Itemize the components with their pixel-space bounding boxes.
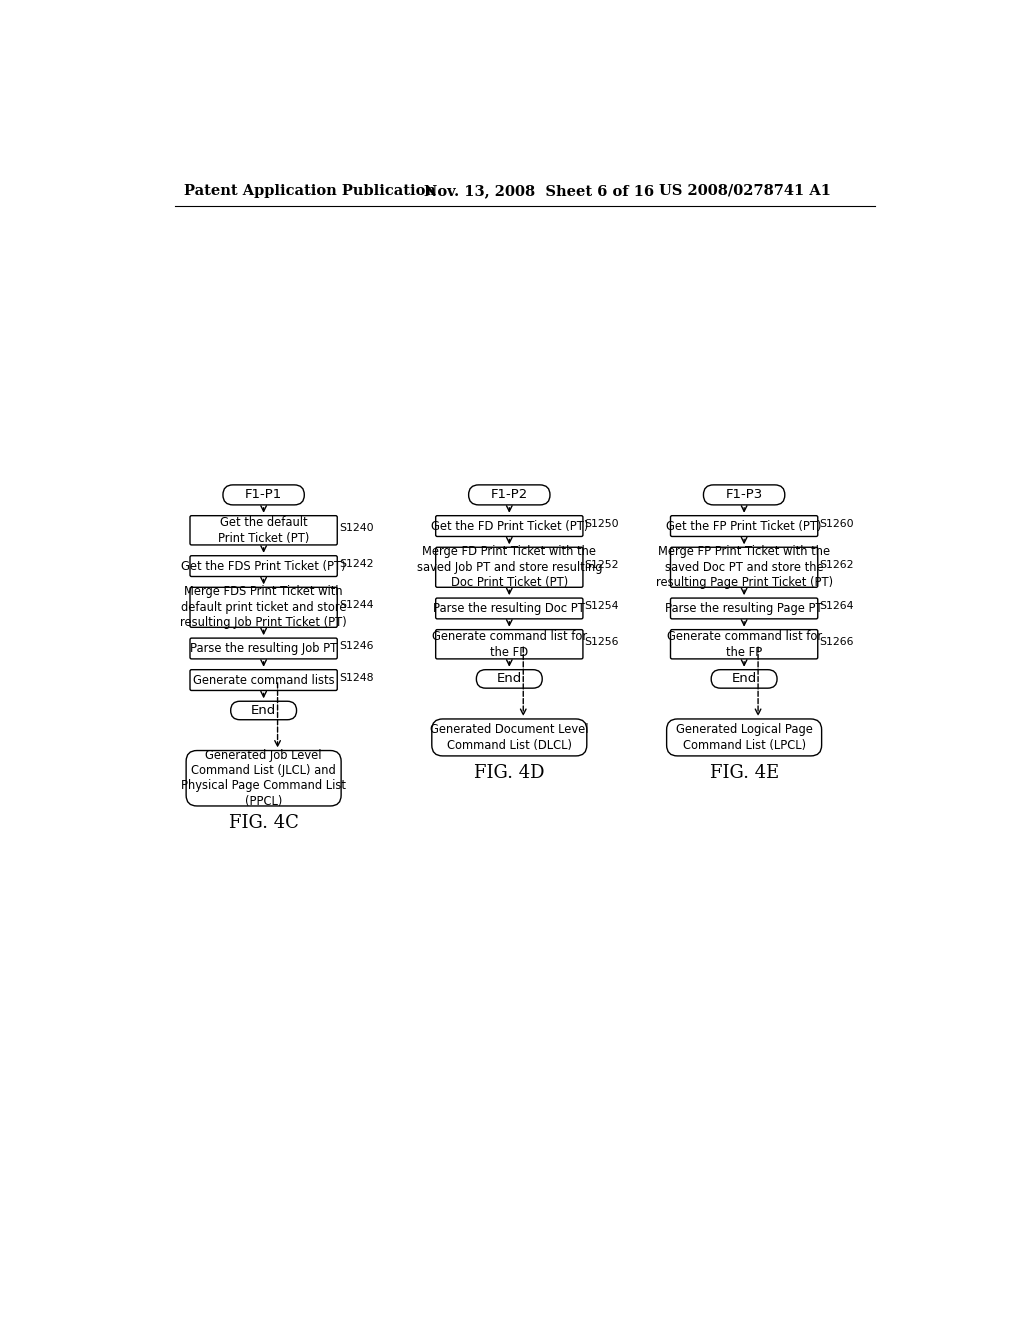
Text: Generate command list for
the FD: Generate command list for the FD xyxy=(432,630,587,659)
Text: Generate command list for
the FP: Generate command list for the FP xyxy=(667,630,821,659)
FancyBboxPatch shape xyxy=(435,630,583,659)
Text: S1244: S1244 xyxy=(339,601,374,610)
Text: F1-P2: F1-P2 xyxy=(490,488,528,502)
FancyBboxPatch shape xyxy=(476,669,543,688)
FancyBboxPatch shape xyxy=(190,556,337,577)
Text: S1246: S1246 xyxy=(339,642,374,651)
FancyBboxPatch shape xyxy=(190,669,337,690)
Text: Parse the resulting Doc PT: Parse the resulting Doc PT xyxy=(433,602,586,615)
FancyBboxPatch shape xyxy=(435,548,583,587)
FancyBboxPatch shape xyxy=(671,548,818,587)
Text: Generate command lists: Generate command lists xyxy=(193,673,335,686)
Text: Generated Logical Page
Command List (LPCL): Generated Logical Page Command List (LPC… xyxy=(676,723,813,751)
FancyBboxPatch shape xyxy=(223,484,304,506)
Text: Merge FP Print Ticket with the
saved Doc PT and store the
resulting Page Print T: Merge FP Print Ticket with the saved Doc… xyxy=(655,545,833,589)
Text: FIG. 4E: FIG. 4E xyxy=(710,764,778,781)
Text: S1248: S1248 xyxy=(339,673,374,682)
Text: End: End xyxy=(497,672,522,685)
Text: F1-P1: F1-P1 xyxy=(245,488,283,502)
FancyBboxPatch shape xyxy=(190,587,337,627)
FancyBboxPatch shape xyxy=(230,701,297,719)
Text: Parse the resulting Job PT: Parse the resulting Job PT xyxy=(190,642,337,655)
Text: S1252: S1252 xyxy=(585,560,618,570)
Text: Generated Document Level
Command List (DLCL): Generated Document Level Command List (D… xyxy=(430,723,589,751)
FancyBboxPatch shape xyxy=(432,719,587,756)
Text: FIG. 4C: FIG. 4C xyxy=(228,814,299,832)
Text: S1256: S1256 xyxy=(585,638,618,647)
Text: Nov. 13, 2008  Sheet 6 of 16: Nov. 13, 2008 Sheet 6 of 16 xyxy=(424,183,654,198)
Text: S1250: S1250 xyxy=(585,519,620,529)
Text: F1-P3: F1-P3 xyxy=(725,488,763,502)
Text: Get the default
Print Ticket (PT): Get the default Print Ticket (PT) xyxy=(218,516,309,545)
Text: Patent Application Publication: Patent Application Publication xyxy=(183,183,436,198)
Text: Generated Job Level
Command List (JLCL) and
Physical Page Command List
(PPCL): Generated Job Level Command List (JLCL) … xyxy=(181,748,346,808)
FancyBboxPatch shape xyxy=(190,638,337,659)
FancyBboxPatch shape xyxy=(435,598,583,619)
FancyBboxPatch shape xyxy=(703,484,784,506)
Text: S1266: S1266 xyxy=(819,638,854,647)
Text: S1260: S1260 xyxy=(819,519,854,529)
Text: Get the FD Print Ticket (PT): Get the FD Print Ticket (PT) xyxy=(431,520,588,532)
Text: S1262: S1262 xyxy=(819,560,854,570)
FancyBboxPatch shape xyxy=(712,669,777,688)
FancyBboxPatch shape xyxy=(671,598,818,619)
FancyBboxPatch shape xyxy=(186,751,341,807)
FancyBboxPatch shape xyxy=(469,484,550,506)
FancyBboxPatch shape xyxy=(190,516,337,545)
FancyBboxPatch shape xyxy=(671,630,818,659)
Text: Get the FDS Print Ticket (PT): Get the FDS Print Ticket (PT) xyxy=(181,560,346,573)
FancyBboxPatch shape xyxy=(671,516,818,536)
Text: Parse the resulting Page PT: Parse the resulting Page PT xyxy=(666,602,823,615)
FancyBboxPatch shape xyxy=(435,516,583,536)
Text: Merge FDS Print Ticket with
default print ticket and store
resulting Job Print T: Merge FDS Print Ticket with default prin… xyxy=(180,585,347,630)
Text: End: End xyxy=(251,704,276,717)
Text: End: End xyxy=(731,672,757,685)
Text: S1242: S1242 xyxy=(339,558,374,569)
Text: Merge FD Print Ticket with the
saved Job PT and store resulting
Doc Print Ticket: Merge FD Print Ticket with the saved Job… xyxy=(417,545,602,589)
Text: FIG. 4D: FIG. 4D xyxy=(474,764,545,781)
Text: S1254: S1254 xyxy=(585,601,618,611)
Text: S1264: S1264 xyxy=(819,601,854,611)
Text: Get the FP Print Ticket (PT): Get the FP Print Ticket (PT) xyxy=(667,520,822,532)
Text: S1240: S1240 xyxy=(339,523,374,533)
Text: US 2008/0278741 A1: US 2008/0278741 A1 xyxy=(658,183,830,198)
FancyBboxPatch shape xyxy=(667,719,821,756)
